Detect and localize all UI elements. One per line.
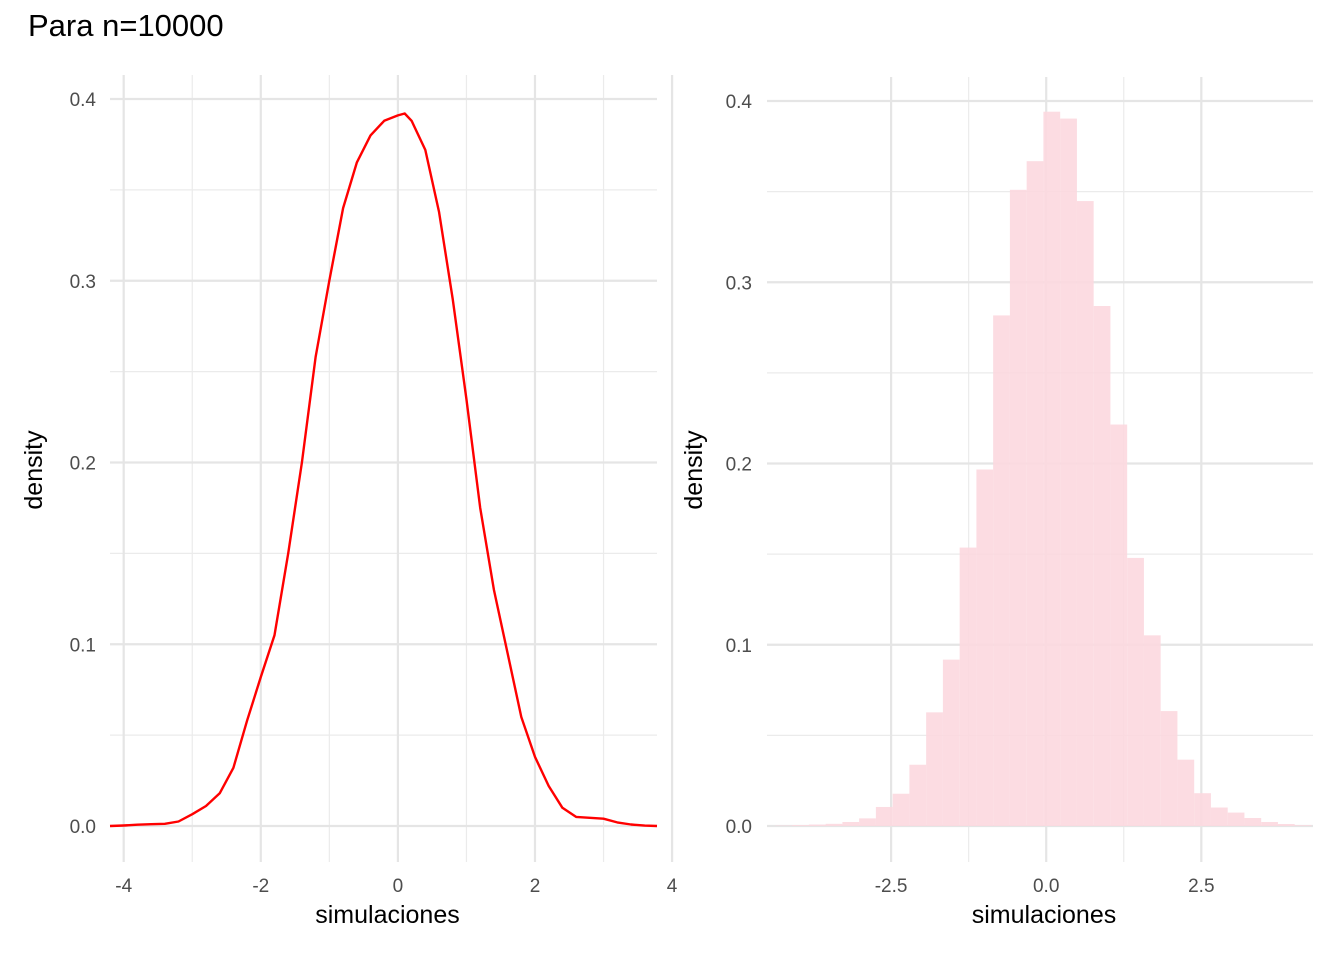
x-tick-label: 2 bbox=[530, 876, 541, 897]
x-tick-label: 4 bbox=[667, 876, 678, 897]
histogram-bar bbox=[875, 806, 893, 826]
histogram-bar bbox=[808, 824, 826, 826]
histogram-bar bbox=[1244, 818, 1262, 826]
y-axis-label: density bbox=[20, 430, 48, 510]
histogram-bar bbox=[1277, 824, 1295, 826]
histogram-bar bbox=[1177, 759, 1195, 826]
x-tick-label: 0.0 bbox=[1033, 876, 1059, 897]
chart-title: Para n=10000 bbox=[28, 8, 224, 43]
panel-1: 0.0 0.1 0.2 0.3 0.4 -4 -2 0 2 4 simulaciones densit… bbox=[20, 75, 678, 929]
histogram-bar bbox=[909, 764, 927, 826]
histogram-bar bbox=[1210, 807, 1228, 826]
y-tick-label: 0.3 bbox=[70, 272, 96, 293]
histogram-bar bbox=[1009, 189, 1027, 826]
histogram-bar bbox=[1261, 822, 1278, 826]
x-tick-label: -4 bbox=[115, 876, 132, 897]
histogram-bar bbox=[1076, 201, 1094, 827]
histogram-bar bbox=[1093, 305, 1111, 826]
histogram-bar bbox=[842, 822, 860, 826]
histogram-bar bbox=[1143, 635, 1161, 826]
histogram-bar bbox=[959, 547, 977, 826]
x-tick-label: 2.5 bbox=[1188, 876, 1214, 897]
x-tick-label: -2.5 bbox=[875, 876, 908, 897]
x-axis-label: simulaciones bbox=[315, 901, 460, 929]
y-tick-label: 0.3 bbox=[726, 273, 752, 294]
y-tick-label: 0.0 bbox=[726, 817, 752, 838]
y-tick-label: 0.2 bbox=[70, 454, 96, 475]
histogram-bar bbox=[1160, 711, 1178, 826]
y-tick-label: 0.1 bbox=[726, 636, 752, 657]
density-line bbox=[109, 112, 658, 828]
y-tick-label: 0.4 bbox=[70, 90, 97, 111]
histogram-bar bbox=[859, 818, 876, 826]
x-tick-label: -2 bbox=[252, 876, 269, 897]
histogram-bar bbox=[926, 712, 943, 826]
y-tick-label: 0.0 bbox=[70, 817, 96, 838]
histogram-bar bbox=[1127, 557, 1144, 826]
histogram-bar bbox=[825, 823, 843, 826]
histogram-bar bbox=[892, 793, 910, 826]
y-tick-label: 0.2 bbox=[726, 455, 752, 476]
y-tick-label: 0.4 bbox=[726, 92, 753, 113]
histogram-bar bbox=[993, 315, 1010, 826]
histogram-bar bbox=[1227, 812, 1245, 826]
panel-2: 0.0 0.1 0.2 0.3 0.4 -2.5 0.0 2.5 simulaciones den… bbox=[680, 77, 1313, 929]
histogram-bar bbox=[1294, 825, 1312, 826]
histogram-bar bbox=[1026, 161, 1044, 827]
histogram-bar bbox=[1110, 424, 1128, 826]
histogram-bar bbox=[792, 825, 809, 826]
histogram-bar bbox=[976, 469, 994, 826]
y-tick-label: 0.1 bbox=[70, 635, 96, 656]
histogram-bar bbox=[1194, 793, 1211, 826]
histogram-bar bbox=[1043, 111, 1061, 827]
histogram-bar bbox=[942, 659, 960, 826]
x-axis-label: simulaciones bbox=[972, 901, 1117, 929]
x-tick-label: 0 bbox=[393, 876, 404, 897]
y-axis-label: density bbox=[680, 430, 708, 510]
histogram-bar bbox=[1060, 118, 1077, 827]
